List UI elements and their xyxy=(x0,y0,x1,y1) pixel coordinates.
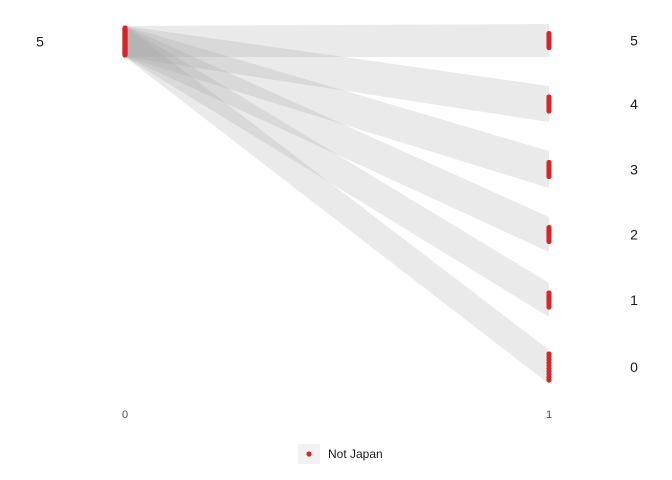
right-stratum-label: 2 xyxy=(630,227,638,243)
data-point xyxy=(546,377,552,383)
right-stratum-label: 1 xyxy=(630,292,638,308)
data-point xyxy=(546,108,552,114)
data-points xyxy=(122,25,552,383)
right-stratum-label: 0 xyxy=(630,359,638,375)
left-stratum-label: 5 xyxy=(36,34,44,50)
x-tick-label: 1 xyxy=(546,409,552,421)
data-point xyxy=(122,52,128,58)
flow-ribbon xyxy=(125,26,549,384)
flow-ribbons xyxy=(125,24,549,384)
data-point xyxy=(546,238,552,245)
flow-ribbon xyxy=(125,26,549,252)
flow-ribbon xyxy=(125,26,549,317)
flow-ribbon xyxy=(125,26,549,122)
data-point xyxy=(546,173,552,180)
flow-ribbon xyxy=(125,24,549,57)
data-point xyxy=(546,304,552,310)
data-point xyxy=(546,44,552,51)
right-stratum-labels: 5 4 3 2 1 0 xyxy=(630,33,638,376)
right-stratum-label: 3 xyxy=(630,162,638,178)
legend-label: Not Japan xyxy=(328,447,383,461)
right-stratum-label: 5 xyxy=(630,33,638,49)
left-stratum-labels: 5 xyxy=(36,34,44,50)
legend: Not Japan xyxy=(298,444,383,464)
flow-ribbon xyxy=(125,26,549,188)
right-stratum-label: 4 xyxy=(630,96,638,112)
x-tick-label: 0 xyxy=(122,409,128,421)
legend-key-point xyxy=(306,451,312,457)
